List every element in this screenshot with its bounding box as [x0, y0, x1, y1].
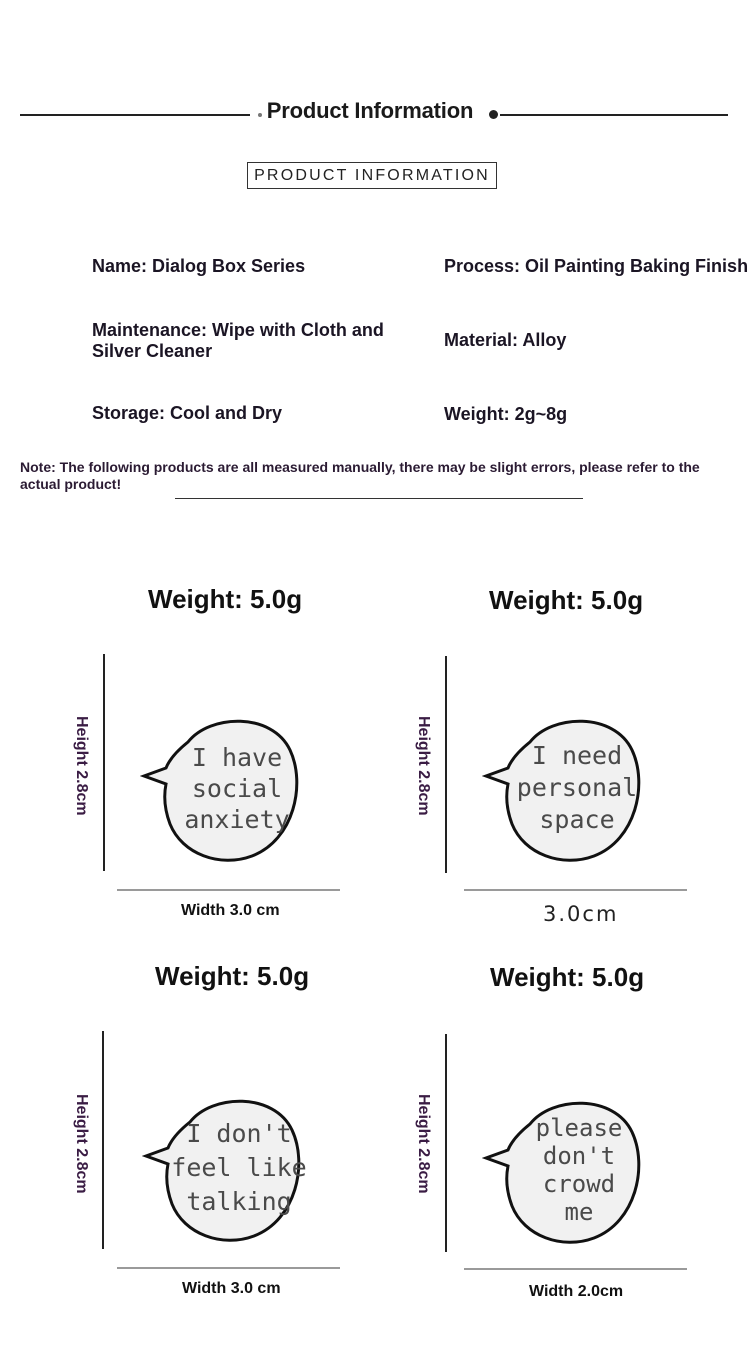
width-rule: [117, 1267, 340, 1269]
width-label: 3.0cm: [543, 902, 619, 926]
product-weight: Weight: 5.0g: [148, 584, 303, 614]
width-label: Width 3.0 cm: [182, 1280, 281, 1297]
width-rule: [464, 889, 687, 891]
speech-bubble-pin: I need personal space: [482, 712, 644, 864]
measurement-note: Note: The following products are all mea…: [20, 459, 700, 492]
width-rule: [117, 889, 340, 891]
pin-text: I need personal space: [496, 712, 658, 864]
info-name: Name: Dialog Box Series: [92, 256, 306, 276]
width-label: Width 2.0cm: [529, 1283, 624, 1300]
height-label: Height 2.8cm: [415, 1094, 432, 1194]
speech-bubble-icon: [140, 719, 299, 862]
product-weight: Weight: 5.0g: [489, 585, 644, 615]
page-title: Product Information: [266, 98, 474, 123]
height-rule: [445, 1034, 447, 1252]
info-storage: Storage: Cool and Dry: [92, 403, 283, 423]
pin-line: please: [535, 1114, 623, 1142]
header-rule-left: [20, 114, 250, 116]
info-process: Process: Oil Painting Baking Finish: [444, 256, 749, 276]
pin-line: anxiety: [184, 804, 290, 834]
pin-line: crowd: [542, 1170, 616, 1198]
pin-text: I have social anxiety: [156, 712, 318, 864]
info-material: Material: Alloy: [444, 330, 567, 350]
speech-bubble-pin: I have social anxiety: [140, 712, 302, 864]
width-label: Width 3.0 cm: [181, 902, 280, 919]
width-rule: [464, 1268, 687, 1270]
height-label: Height 2.8cm: [73, 716, 90, 816]
pin-line: feel like: [171, 1153, 307, 1182]
product-weight: Weight: 5.0g: [490, 962, 645, 992]
pin-text: I don't feel like talking: [158, 1092, 320, 1244]
pin-line: personal: [516, 773, 638, 802]
info-weight: Weight: 2g~8g: [444, 404, 568, 424]
product-weight: Weight: 5.0g: [155, 961, 310, 991]
pin-line: I don't: [186, 1119, 292, 1148]
speech-bubble-icon: [482, 719, 641, 862]
pin-line: social: [191, 773, 283, 803]
height-rule: [103, 654, 105, 871]
speech-bubble-icon: [482, 1101, 641, 1244]
pin-line: I have: [191, 742, 283, 772]
section-badge: PRODUCT INFORMATION: [247, 162, 497, 189]
height-rule: [102, 1031, 104, 1249]
speech-bubble-pin: I don't feel like talking: [142, 1092, 307, 1244]
info-maintenance: Maintenance: Wipe with Cloth and Silver …: [92, 320, 412, 362]
header-rule-right: [500, 114, 728, 116]
pin-line: talking: [186, 1187, 292, 1216]
header-dot-right: [489, 110, 498, 119]
pin-line: don't: [542, 1142, 616, 1170]
note-divider: [175, 498, 583, 499]
info-maintenance-line1: Maintenance: Wipe with Cloth and: [92, 320, 384, 340]
speech-bubble-icon: [142, 1099, 301, 1242]
info-maintenance-line2: Silver Cleaner: [92, 341, 213, 361]
header-dot-left: [258, 113, 262, 117]
height-label: Height 2.8cm: [73, 1094, 90, 1194]
speech-bubble-pin: please don't crowd me: [482, 1094, 644, 1246]
height-label: Height 2.8cm: [415, 716, 432, 816]
height-rule: [445, 656, 447, 873]
pin-line: space: [539, 805, 615, 834]
pin-line: me: [564, 1198, 594, 1226]
pin-text: please don't crowd me: [498, 1094, 660, 1246]
pin-line: I need: [531, 741, 623, 770]
